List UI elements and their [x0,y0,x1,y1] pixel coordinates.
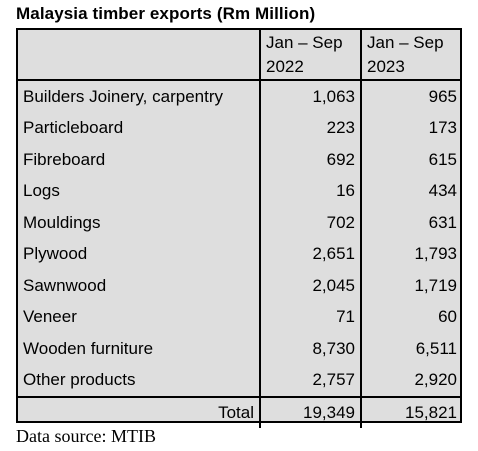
table-row: Other products 2,757 2,920 [18,364,462,397]
value-2022: 2,757 [259,364,361,397]
table-row: Fibreboard 692 615 [18,144,462,176]
row-label: Veneer [23,307,77,327]
row-label: Sawnwood [23,275,107,295]
header-2022-period: Jan – Sep [266,33,343,52]
value-2023: 1,719 [360,270,462,302]
header-empty-cell [18,30,260,81]
value-2023: 6,511 [360,333,462,365]
value-2023: 173 [360,112,462,144]
row-label: Other products [23,370,136,390]
table-row: Sawnwood 2,045 1,719 [18,270,462,302]
total-2023: 15,821 [360,396,462,428]
header-2023: Jan – Sep 2023 [360,30,462,81]
value-2022: 8,730 [259,333,361,365]
value-2022: 2,651 [259,238,361,270]
table-row: Mouldings 702 631 [18,207,462,239]
table-title: Malaysia timber exports (Rm Million) [16,4,316,23]
table-row: Plywood 2,651 1,793 [18,238,462,270]
value-2022: 16 [259,175,361,207]
table-row: Wooden furniture 8,730 6,511 [18,333,462,365]
value-2022: 2,045 [259,270,361,302]
header-row: Jan – Sep 2022 Jan – Sep 2023 [18,30,462,81]
total-2022: 19,349 [259,396,361,428]
value-2023: 2,920 [360,364,462,397]
value-2023: 434 [360,175,462,207]
data-table: Jan – Sep 2022 Jan – Sep 2023 Builders J… [18,30,462,428]
timber-exports-table: Jan – Sep 2022 Jan – Sep 2023 Builders J… [16,28,462,428]
header-2022: Jan – Sep 2022 [259,30,361,81]
value-2023: 60 [360,301,462,333]
row-label: Wooden furniture [23,338,154,358]
value-2023: 1,793 [360,238,462,270]
row-label: Mouldings [23,212,101,232]
table-row: Particleboard 223 173 [18,112,462,144]
total-row: Total 19,349 15,821 [18,396,462,428]
value-2022: 1,063 [259,80,361,113]
row-label: Builders Joinery, carpentry [23,86,223,106]
row-label: Plywood [23,244,88,264]
table-row: Logs 16 434 [18,175,462,207]
table-row: Veneer 71 60 [18,301,462,333]
total-label: Total [18,396,260,428]
value-2022: 692 [259,144,361,176]
data-source-note: Data source: MTIB [16,426,156,446]
value-2022: 223 [259,112,361,144]
value-2023: 631 [360,207,462,239]
row-label: Logs [23,181,60,201]
value-2023: 965 [360,80,462,113]
header-2022-year: 2022 [266,57,304,76]
value-2023: 615 [360,144,462,176]
value-2022: 702 [259,207,361,239]
row-label: Particleboard [23,118,124,138]
row-label: Fibreboard [23,149,106,169]
table-row: Builders Joinery, carpentry 1,063 965 [18,80,462,113]
header-2023-year: 2023 [367,57,405,76]
header-2023-period: Jan – Sep [367,33,444,52]
value-2022: 71 [259,301,361,333]
